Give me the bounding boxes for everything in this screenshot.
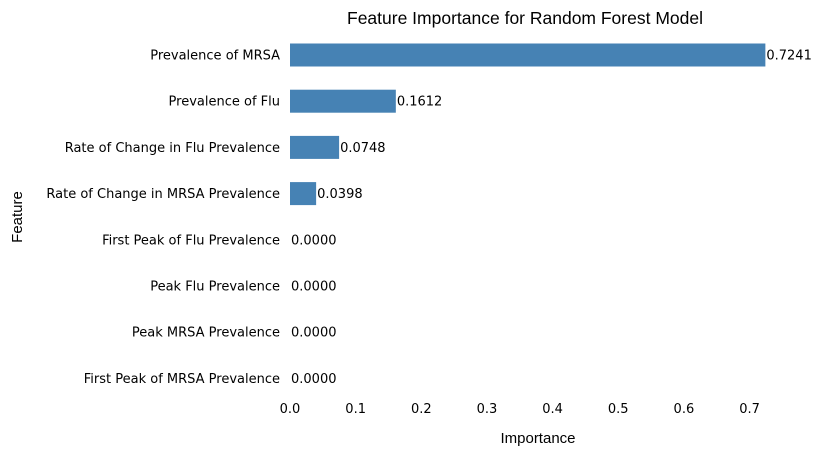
- y-tick-label: First Peak of Flu Prevalence: [102, 233, 280, 248]
- chart-title: Feature Importance for Random Forest Mod…: [347, 8, 703, 28]
- x-tick-label: 0.3: [477, 402, 498, 417]
- y-tick-label: Prevalence of MRSA: [150, 49, 280, 64]
- y-tick-label: First Peak of MRSA Prevalence: [84, 372, 280, 387]
- bar: [290, 182, 317, 206]
- x-axis-label: Importance: [500, 430, 575, 447]
- bar: [290, 89, 396, 113]
- y-tick-label: Prevalence of Flu: [169, 95, 280, 110]
- bar-data-label: 0.0000: [291, 233, 337, 248]
- x-tick-label: 0.4: [542, 402, 563, 417]
- bar-data-label: 0.0398: [317, 187, 363, 202]
- x-tick-label: 0.2: [411, 402, 432, 417]
- y-tick-label: Rate of Change in MRSA Prevalence: [46, 187, 280, 202]
- x-tick-label: 0.7: [739, 402, 760, 417]
- data-labels-layer: 0.7241 0.1612 0.0748 0.0398 0.0000 0.0000 0.00…: [291, 49, 812, 387]
- x-tick-label: 0.5: [608, 402, 629, 417]
- bar-data-label: 0.0000: [291, 326, 337, 341]
- x-tick-label: 0.1: [345, 402, 366, 417]
- y-axis: Prevalence of MRSA Prevalence of Flu Rate …: [46, 49, 280, 387]
- bars-layer: [290, 43, 766, 206]
- x-tick-label: 0.6: [674, 402, 695, 417]
- bar-data-label: 0.0000: [291, 280, 337, 295]
- bar-data-label: 0.1612: [397, 95, 443, 110]
- x-axis: 0.0 0.1 0.2 0.3 0.4 0.5 0.6 0.7: [280, 402, 760, 417]
- bar-data-label: 0.7241: [766, 49, 812, 64]
- bar-data-label: 0.0000: [291, 372, 337, 387]
- x-tick-label: 0.0: [280, 402, 301, 417]
- y-tick-label: Peak MRSA Prevalence: [132, 326, 280, 341]
- y-tick-label: Peak Flu Prevalence: [150, 280, 280, 295]
- bar: [290, 43, 766, 67]
- y-axis-label: Feature: [9, 191, 26, 243]
- y-tick-label: Rate of Change in Flu Prevalence: [65, 141, 280, 156]
- bar-data-label: 0.0748: [340, 141, 386, 156]
- bar: [290, 135, 340, 159]
